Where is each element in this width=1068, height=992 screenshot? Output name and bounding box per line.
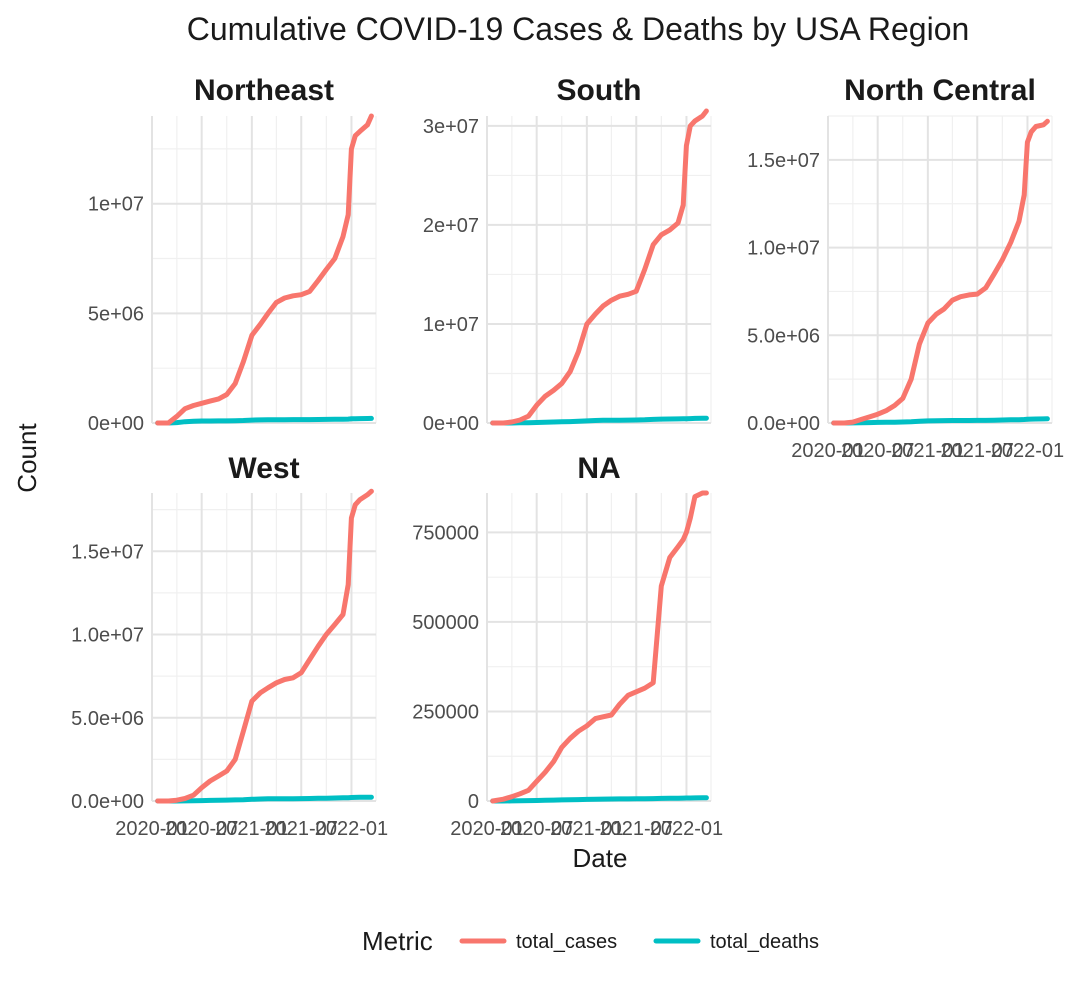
legend-title: Metric	[362, 926, 433, 956]
y-tick-label: 1.5e+07	[71, 541, 144, 563]
series-line-west-total-deaths	[155, 794, 374, 804]
y-tick-label: 1.0e+07	[71, 625, 144, 647]
panel-west: West0.0e+005.0e+061.0e+071.5e+072020-012…	[71, 452, 388, 840]
y-tick-label: 1.5e+07	[747, 150, 820, 172]
series-line-north-central-total-deaths	[831, 416, 1050, 426]
panel-south: South 0e+00 1e+07 2e+07 3e+07	[423, 74, 712, 435]
x-tick-label: 2020-01	[115, 818, 188, 840]
panel-title-north-central: North Central	[844, 74, 1036, 107]
series-line-north-central-total-cases	[831, 118, 1050, 426]
x-axis-label: Date	[573, 843, 628, 873]
y-tick-label: 2e+07	[423, 215, 479, 237]
series-line-south-total-cases	[490, 108, 709, 426]
y-tick-label: 3e+07	[423, 116, 479, 138]
y-tick-label: 5.0e+06	[747, 325, 820, 347]
x-tick-label: 2020-01	[791, 440, 864, 462]
series-line-northeast-total-deaths	[155, 415, 374, 426]
x-tick-label: 2021-07	[941, 440, 1014, 462]
panel-title-northeast: Northeast	[194, 74, 334, 107]
x-tick-label: 2021-01	[215, 818, 288, 840]
y-tick-label: 250000	[412, 701, 479, 723]
x-tick-label: 2020-01	[450, 818, 523, 840]
y-tick-label: 500000	[412, 612, 479, 634]
legend: Metric total_cases total_deaths	[362, 926, 819, 956]
panel-title-na: NA	[577, 452, 620, 485]
x-tick-label: 2021-01	[550, 818, 623, 840]
legend-label-total-cases: total_cases	[516, 931, 617, 953]
series-line-na-total-deaths	[490, 795, 709, 804]
y-tick-label: 5e+06	[88, 303, 144, 325]
x-tick-label: 2022-01	[991, 440, 1064, 462]
chart-title: Cumulative COVID-19 Cases & Deaths by US…	[187, 11, 970, 47]
x-tick-label: 2021-07	[600, 818, 673, 840]
x-tick-label: 2022-01	[315, 818, 388, 840]
series-line-northeast-total-cases	[155, 113, 374, 426]
y-tick-label: 0e+00	[88, 413, 144, 435]
x-tick-label: 2020-07	[841, 440, 914, 462]
panel-northeast: Northeast 0e+00 5e+06 1e+07	[88, 74, 377, 435]
y-tick-label: 0.0e+00	[71, 791, 144, 813]
x-tick-label: 2020-07	[500, 818, 573, 840]
panel-na: NA02500005000007500002020-012020-072021-…	[412, 452, 723, 840]
y-tick-label: 5.0e+06	[71, 708, 144, 730]
y-tick-label: 1e+07	[423, 314, 479, 336]
x-tick-label: 2020-07	[165, 818, 238, 840]
y-axis-label: Count	[12, 423, 42, 493]
x-tick-label: 2022-01	[650, 818, 723, 840]
y-tick-label: 0e+00	[423, 413, 479, 435]
series-line-south-total-deaths	[490, 415, 709, 426]
y-tick-label: 750000	[412, 522, 479, 544]
legend-label-total-deaths: total_deaths	[710, 931, 819, 953]
y-tick-label: 0.0e+00	[747, 413, 820, 435]
y-tick-label: 1.0e+07	[747, 238, 820, 260]
series-line-west-total-cases	[155, 488, 374, 804]
panels: Northeast 0e+00 5e+06 1e+07 South 0e+00 1e+07 2…	[71, 74, 1064, 840]
y-tick-label: 0	[468, 791, 479, 813]
series-line-na-total-cases	[490, 490, 709, 804]
panel-title-west: West	[228, 452, 299, 485]
x-tick-label: 2021-07	[265, 818, 338, 840]
y-tick-label: 1e+07	[88, 194, 144, 216]
panel-north-central: North Central 0.0e+00 5.0e+06 1.0e+07 1.5e+0…	[747, 74, 1064, 462]
panel-title-south: South	[557, 74, 642, 107]
x-tick-label: 2021-01	[891, 440, 964, 462]
